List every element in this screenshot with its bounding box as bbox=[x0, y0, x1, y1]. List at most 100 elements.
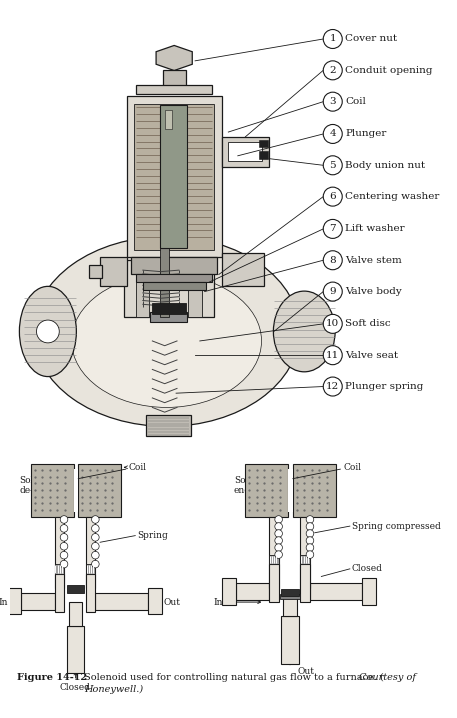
Bar bbox=[134, 103, 214, 250]
Bar bbox=[310, 583, 362, 600]
Bar bbox=[259, 140, 268, 147]
Bar bbox=[300, 517, 310, 588]
Text: 3: 3 bbox=[329, 97, 336, 106]
Bar bbox=[222, 253, 265, 286]
Text: 7: 7 bbox=[329, 225, 336, 233]
Bar bbox=[160, 106, 186, 248]
Bar bbox=[78, 465, 121, 517]
Text: Coil: Coil bbox=[128, 462, 147, 472]
Text: Soft disc: Soft disc bbox=[345, 320, 391, 328]
Bar bbox=[67, 626, 84, 673]
Bar bbox=[269, 554, 279, 564]
Bar bbox=[222, 137, 269, 167]
Bar bbox=[67, 585, 84, 592]
Bar bbox=[152, 303, 186, 314]
Text: 2: 2 bbox=[329, 66, 336, 75]
Bar bbox=[74, 469, 78, 512]
Circle shape bbox=[323, 124, 342, 144]
Bar bbox=[269, 517, 279, 588]
Text: 11: 11 bbox=[326, 350, 340, 360]
Bar bbox=[100, 257, 127, 286]
Circle shape bbox=[306, 523, 314, 531]
Polygon shape bbox=[156, 45, 192, 70]
Circle shape bbox=[323, 61, 342, 80]
Bar bbox=[228, 141, 262, 161]
Bar bbox=[146, 415, 191, 436]
Text: 12: 12 bbox=[326, 382, 340, 391]
Text: Centering washer: Centering washer bbox=[345, 192, 440, 201]
Circle shape bbox=[60, 516, 68, 523]
Bar bbox=[222, 578, 236, 605]
Circle shape bbox=[91, 516, 99, 523]
Circle shape bbox=[275, 537, 282, 544]
Text: 8: 8 bbox=[329, 256, 336, 265]
Text: Coil: Coil bbox=[345, 97, 366, 106]
Text: Plunger spring: Plunger spring bbox=[345, 382, 424, 391]
Bar bbox=[89, 265, 102, 279]
Bar bbox=[282, 616, 298, 664]
Ellipse shape bbox=[19, 286, 76, 376]
Text: Coil: Coil bbox=[343, 462, 361, 472]
Bar bbox=[21, 592, 54, 610]
Bar bbox=[136, 274, 212, 282]
Text: Solenoid used for controlling natural gas flow to a furnace. (: Solenoid used for controlling natural ga… bbox=[84, 673, 384, 682]
Bar bbox=[7, 588, 21, 615]
Text: 4: 4 bbox=[329, 129, 336, 139]
Circle shape bbox=[306, 551, 314, 559]
Text: 9: 9 bbox=[329, 287, 336, 296]
Text: Figure 14-12: Figure 14-12 bbox=[17, 673, 88, 682]
Text: Out: Out bbox=[298, 667, 314, 676]
Circle shape bbox=[306, 516, 314, 523]
Text: Solenoid
de-energized: Solenoid de-energized bbox=[19, 475, 79, 495]
Circle shape bbox=[60, 525, 68, 532]
Ellipse shape bbox=[273, 291, 335, 372]
Bar bbox=[86, 517, 96, 588]
Bar bbox=[136, 85, 212, 94]
Bar bbox=[148, 588, 162, 615]
Text: Honeywell.): Honeywell.) bbox=[84, 685, 143, 694]
Circle shape bbox=[91, 551, 99, 559]
Bar bbox=[86, 564, 96, 574]
Text: Conduit opening: Conduit opening bbox=[345, 66, 433, 75]
Circle shape bbox=[306, 544, 314, 551]
Bar bbox=[188, 260, 202, 317]
Circle shape bbox=[37, 320, 59, 343]
Circle shape bbox=[60, 543, 68, 550]
Circle shape bbox=[323, 92, 342, 111]
Text: Valve stem: Valve stem bbox=[345, 256, 402, 265]
Bar bbox=[160, 208, 170, 317]
Bar bbox=[150, 312, 187, 322]
Circle shape bbox=[323, 314, 342, 333]
Text: Valve body: Valve body bbox=[345, 287, 402, 296]
Bar bbox=[283, 592, 297, 616]
Bar bbox=[259, 151, 268, 159]
Bar bbox=[269, 564, 279, 602]
Text: In: In bbox=[213, 597, 223, 607]
Text: Courtesy of: Courtesy of bbox=[359, 673, 416, 682]
Ellipse shape bbox=[34, 236, 299, 426]
Bar bbox=[362, 578, 377, 605]
Text: Cover nut: Cover nut bbox=[345, 34, 397, 44]
Text: Spring compressed: Spring compressed bbox=[352, 521, 441, 531]
Circle shape bbox=[323, 377, 342, 396]
Bar bbox=[143, 282, 206, 289]
Bar bbox=[132, 257, 217, 274]
Circle shape bbox=[323, 156, 342, 174]
Bar bbox=[96, 592, 148, 610]
Text: Lift washer: Lift washer bbox=[345, 225, 405, 233]
Bar bbox=[293, 465, 335, 517]
Circle shape bbox=[323, 345, 342, 365]
Circle shape bbox=[323, 29, 342, 49]
Bar bbox=[236, 583, 269, 600]
Bar bbox=[300, 564, 310, 602]
Circle shape bbox=[275, 551, 282, 559]
Circle shape bbox=[275, 544, 282, 551]
Bar bbox=[54, 574, 64, 612]
Bar bbox=[127, 96, 222, 257]
Circle shape bbox=[323, 220, 342, 238]
Bar bbox=[54, 564, 64, 574]
Ellipse shape bbox=[72, 274, 261, 407]
Text: Valve seat: Valve seat bbox=[345, 350, 398, 360]
Text: Closed: Closed bbox=[60, 683, 91, 692]
Text: In: In bbox=[0, 597, 8, 607]
